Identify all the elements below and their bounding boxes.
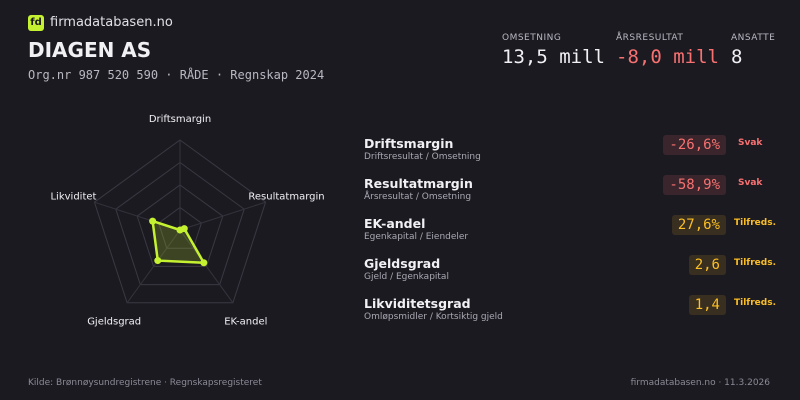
stat-label: ANSATTE [731,33,776,43]
metric-name: EK-andel [364,216,426,231]
stat-value: -8,0 mill [616,46,719,68]
stat-value: 8 [731,46,743,68]
stat-value: 13,5 mill [502,46,605,68]
metric-formula: Egenkapital / Eiendeler [364,232,469,242]
metric-name: Likviditetsgrad [364,296,471,311]
metric-status: Tilfreds. [734,298,776,308]
radar-axis-label: EK-andel [224,317,267,328]
radar-ring [136,184,224,267]
metric-name: Resultatmargin [364,176,473,191]
radar-ring [115,161,245,286]
metric-formula: Gjeld / Egenkapital [364,272,449,282]
metric-status: Tilfreds. [734,258,776,268]
company-name: DIAGEN AS [28,38,152,62]
metric-name: Gjeldsgrad [364,256,441,271]
logo: fd [28,15,44,31]
metric-value: 27,6% [671,215,726,235]
stat-label: OMSETNING [502,33,562,43]
radar-point [200,259,208,267]
radar-axis-label: Likviditet [50,191,96,202]
metric-value: 1,4 [688,295,726,315]
radar-ring [158,206,202,249]
radar-axis-label: Resultatmargin [248,191,324,202]
source: Kilde: Brønnøysundregistrene · Regnskaps… [28,378,262,388]
radar-point [149,217,157,225]
radar-spoke [179,229,234,304]
radar-point [154,257,162,265]
metric-value: -58,9% [663,175,726,195]
metric-value: 2,6 [688,255,726,275]
metric-status: Tilfreds. [734,218,776,228]
brand: firmadatabasen.no [50,15,173,30]
radar-ring [93,139,267,304]
radar: Driftsmargin Resultatmargin EK-andel Gjelds… [50,114,324,328]
metric-name: Driftsmargin [364,136,454,151]
metric-formula: Omløpsmidler / Kortsiktig gjeld [364,312,503,322]
site: firmadatabasen.no · 11.3.2026 [630,378,770,388]
radar-axis-label: Gjeldsgrad [87,317,141,328]
subtitle: Org.nr 987 520 590 · RÅDE · Regnskap 202… [28,68,325,82]
radar-axis-label: Driftsmargin [149,114,211,125]
stat-label: ÅRSRESULTAT [616,33,684,43]
radar-spoke [179,201,266,231]
radar-point [180,225,188,233]
metric-status: Svak [738,178,763,188]
metric-status: Svak [738,138,763,148]
radar-spoke [126,229,181,304]
metric-value: -26,6% [663,135,726,155]
metric-formula: Årsresultat / Omsetning [364,192,472,202]
metric-formula: Driftsresultat / Omsetning [364,152,481,162]
